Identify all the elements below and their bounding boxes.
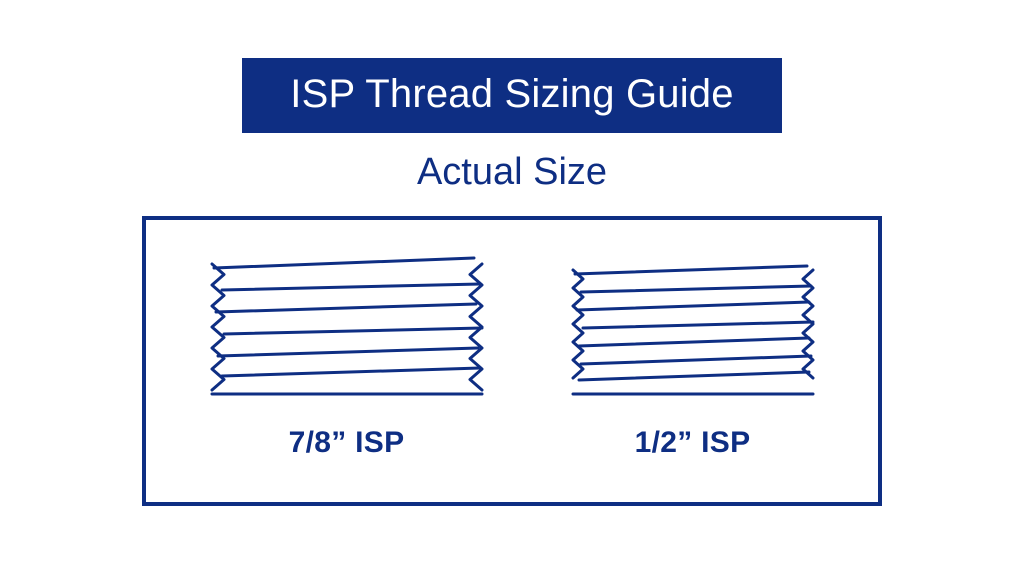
thread-drawing-small: [563, 244, 823, 404]
thread-col-small: 1/2” ISP: [563, 244, 823, 460]
title-text: ISP Thread Sizing Guide: [290, 72, 733, 116]
thread-label-large: 7/8” ISP: [289, 426, 405, 460]
title-bar: ISP Thread Sizing Guide: [242, 58, 781, 133]
thread-drawing-large: [202, 244, 492, 404]
size-comparison-box: 7/8” ISP 1/2” ISP: [142, 216, 882, 506]
subtitle: Actual Size: [417, 151, 607, 194]
thread-label-small: 1/2” ISP: [635, 426, 751, 460]
thread-col-large: 7/8” ISP: [202, 244, 492, 460]
